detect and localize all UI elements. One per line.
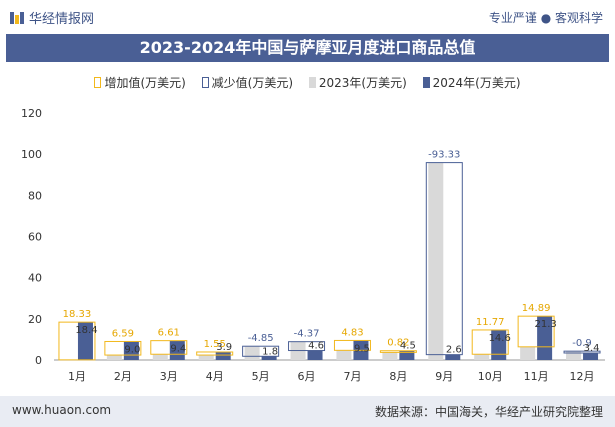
y-tick-label: 60	[28, 231, 42, 244]
change-label: 18.33	[63, 309, 92, 320]
value-label-2024: 3.4	[584, 343, 600, 354]
x-tick-label: 7月	[343, 370, 361, 383]
y-tick-label: 40	[28, 272, 42, 285]
change-box-decrease	[563, 350, 601, 354]
legend-swatch-2023	[308, 77, 316, 88]
change-box-decrease	[288, 341, 326, 352]
bar-2024	[537, 316, 553, 360]
chart-title: 2023-2024年中国与萨摩亚月度进口商品总值	[6, 34, 609, 62]
value-label-2024: 3.9	[216, 342, 232, 353]
change-box-increase	[150, 340, 188, 355]
bar-2024	[169, 340, 185, 360]
value-label-2024: 1.8	[262, 346, 278, 357]
x-tick-label: 10月	[478, 370, 503, 383]
bar-2024	[583, 353, 599, 360]
change-label: 4.83	[341, 327, 363, 338]
legend-item-2024: 2024年(万美元)	[422, 74, 521, 91]
bar-2023	[106, 355, 122, 360]
value-label-2024: 4.6	[308, 341, 324, 352]
y-tick-label: 20	[28, 313, 42, 326]
y-tick-label: 100	[21, 148, 42, 161]
bar-2023	[244, 346, 260, 360]
change-label: 1.55	[204, 339, 226, 350]
bar-2024	[307, 350, 323, 360]
x-tick-label: 1月	[68, 370, 86, 383]
change-label: -4.37	[294, 329, 320, 340]
legend-label-2024: 2024年(万美元)	[432, 76, 521, 90]
change-label: 0.82	[387, 338, 409, 349]
change-box-increase	[517, 315, 555, 348]
brand: 华经情报网	[10, 8, 94, 27]
y-tick-label: 0	[35, 354, 42, 367]
x-tick-label: 5月	[252, 370, 270, 383]
change-box-increase	[196, 351, 234, 356]
chart-plot: 0 20 40 60 80 100 120 18.33 18.4 1月 6.59 9.0 2月 6.61 9…	[21, 107, 605, 383]
bar-2024	[399, 350, 415, 360]
value-label-2024: 9.0	[124, 344, 140, 355]
x-tick-label: 6月	[298, 370, 316, 383]
legend-swatch-2024	[422, 77, 430, 88]
legend-item-2023: 2023年(万美元)	[308, 74, 407, 91]
x-tick-label: 8月	[389, 370, 407, 383]
change-box-increase	[471, 329, 509, 355]
legend-item-increase: 增加值(万美元)	[94, 74, 186, 91]
y-tick-label: 120	[21, 107, 42, 120]
x-tick-label: 9月	[435, 370, 453, 383]
value-label-2024: 2.6	[446, 345, 462, 356]
x-tick-label: 12月	[570, 370, 595, 383]
bar-2024	[77, 322, 93, 360]
y-tick-label: 80	[28, 189, 42, 202]
legend-label-decrease: 减少值(万美元)	[211, 76, 294, 90]
bar-2024	[491, 329, 507, 360]
change-box-increase	[333, 339, 371, 351]
change-box-increase	[104, 340, 142, 356]
change-box-increase	[58, 321, 96, 361]
change-box-increase	[379, 350, 417, 353]
bar-2023	[566, 351, 582, 360]
change-label: 6.59	[112, 328, 134, 339]
footer-source: 数据来源：中国海关，华经产业研究院整理	[374, 405, 603, 419]
change-label: -0.9	[572, 338, 592, 349]
legend-label-increase: 增加值(万美元)	[104, 76, 186, 90]
change-label: 14.89	[522, 303, 551, 314]
bar-2023	[520, 346, 536, 360]
bar-2023	[382, 352, 398, 360]
x-tick-label: 3月	[160, 370, 178, 383]
x-tick-label: 11月	[524, 370, 549, 383]
value-label-2024: 9.4	[170, 344, 186, 355]
legend-item-decrease: 减少值(万美元)	[201, 74, 294, 91]
legend-swatch-decrease	[201, 77, 209, 88]
x-tick-label: 4月	[206, 370, 224, 383]
footer-url: www.huaon.com	[12, 403, 112, 417]
change-label: -93.33	[428, 150, 460, 161]
value-label-2024: 18.4	[75, 325, 97, 336]
x-tick-label: 2月	[114, 370, 132, 383]
value-label-2024: 9.5	[354, 343, 370, 354]
bar-2023	[428, 162, 444, 360]
change-label: 6.61	[158, 328, 180, 339]
bar-2023	[474, 354, 490, 360]
bar-2024	[445, 354, 461, 360]
bar-2023	[198, 355, 214, 360]
legend-label-2023: 2023年(万美元)	[318, 76, 407, 90]
change-label: -4.85	[248, 333, 274, 344]
legend-swatch-increase	[94, 77, 102, 88]
bar-2023	[336, 350, 352, 360]
brand-logo-icon	[10, 12, 24, 24]
value-label-2024: 21.3	[534, 319, 556, 330]
value-label-2024: 14.6	[489, 333, 511, 344]
change-box-decrease	[425, 162, 463, 356]
bar-2024	[215, 351, 231, 360]
change-label: 11.77	[476, 317, 505, 328]
footer: www.huaon.com 数据来源：中国海关，华经产业研究院整理	[0, 396, 615, 427]
top-bar: 华经情报网 专业严谨 ● 客观科学	[0, 0, 615, 34]
change-box-decrease	[242, 345, 280, 357]
bar-2023	[152, 354, 168, 360]
value-label-2024: 4.5	[400, 341, 416, 352]
brand-name: 华经情报网	[29, 12, 95, 27]
tagline: 专业严谨 ● 客观科学	[488, 11, 603, 25]
bar-2024	[261, 356, 277, 360]
legend: 增加值(万美元) 减少值(万美元) 2023年(万美元) 2024年(万美元)	[0, 74, 615, 91]
